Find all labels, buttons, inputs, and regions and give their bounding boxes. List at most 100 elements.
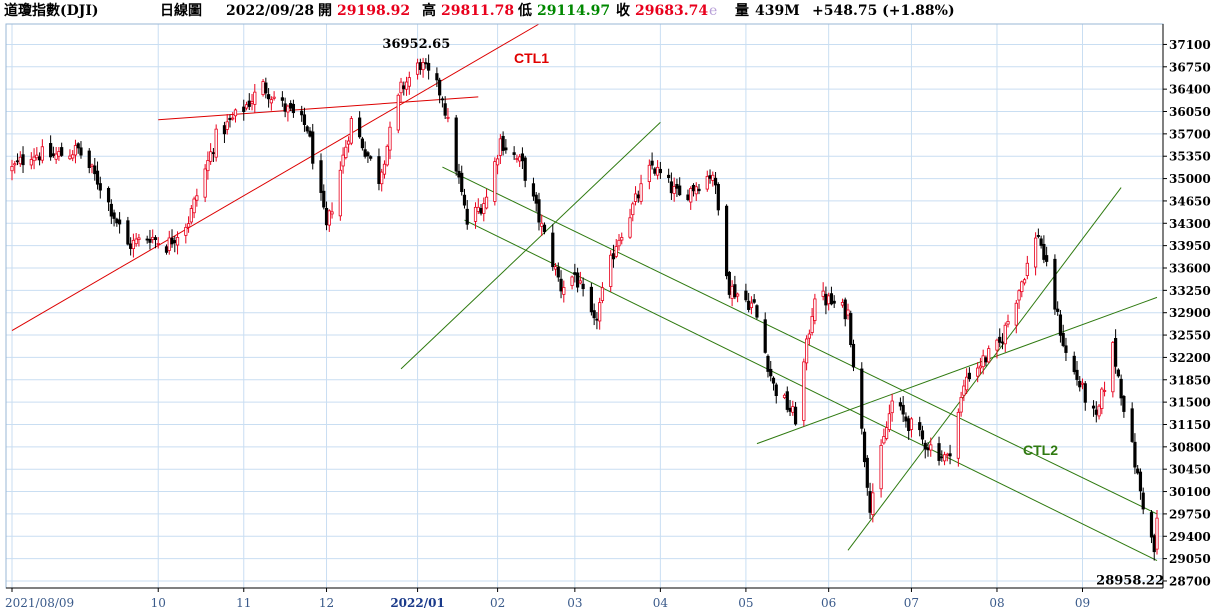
high-label: 高 [422, 3, 436, 19]
candle-body [1078, 380, 1082, 388]
candle-body [454, 117, 458, 172]
candle-body [824, 293, 828, 306]
close-estimate-mark: e [709, 3, 718, 19]
candle-body [1133, 441, 1137, 468]
x-tick-label: 08 [989, 596, 1004, 610]
candle-body [93, 165, 97, 175]
candle-body [805, 338, 809, 364]
candle-body [222, 125, 227, 135]
candle-body [344, 146, 348, 159]
candle-body [573, 272, 577, 275]
candle-body [860, 368, 864, 429]
candle-body [631, 203, 635, 216]
candle-body [609, 254, 613, 287]
candle-body [771, 377, 776, 384]
y-tick-label: 35000 [1169, 172, 1211, 186]
quote-header: 道瓊指數(DJI) 日線圖 2022/09/28 開 29198.92 高 29… [0, 0, 1227, 22]
candle-body [868, 491, 872, 513]
candle-body [755, 305, 759, 318]
candle-body [209, 151, 213, 162]
candle-body [54, 153, 58, 160]
candle-body [1119, 378, 1123, 399]
candle-body [1114, 338, 1118, 367]
candle-body [1034, 237, 1038, 268]
axis-layer: 37100 36750 36400 36050 35700 35350 35000 34650… [5, 23, 1211, 610]
candle-body [382, 163, 387, 175]
y-tick-label: 33600 [1169, 261, 1211, 275]
candle-body [904, 416, 908, 422]
candle-body [21, 154, 25, 166]
candle-body [920, 430, 925, 440]
candle-body [827, 295, 831, 305]
candle-body [399, 81, 403, 94]
candle-body [592, 310, 596, 319]
candle-body [112, 212, 116, 219]
candle-body [551, 232, 555, 268]
candle-body [465, 208, 469, 225]
candle-body [598, 302, 602, 322]
high-price-label: 36952.65 [382, 37, 450, 52]
candle-body [349, 118, 353, 144]
low-value: 29114.97 [537, 3, 611, 19]
y-tick-label: 30100 [1169, 485, 1211, 499]
candle-body [1045, 255, 1049, 262]
chart-background [0, 22, 1227, 612]
y-tick-label: 32550 [1169, 329, 1211, 343]
candle-body [79, 147, 83, 156]
candle-body [727, 271, 731, 295]
candle-body [446, 116, 450, 119]
candle-body [948, 453, 952, 457]
candle-body [1014, 302, 1018, 326]
candle-body [167, 237, 171, 251]
candle-body [724, 205, 729, 277]
candle-body [686, 194, 690, 201]
candle-body [1053, 258, 1057, 310]
candle-body [965, 376, 969, 391]
candle-body [945, 453, 949, 456]
candle-body [385, 145, 389, 166]
candle-body [832, 300, 836, 304]
candle-body [440, 98, 445, 101]
candle-body [404, 81, 409, 90]
candle-body [242, 106, 246, 112]
candle-body [418, 62, 422, 70]
candle-body [291, 103, 296, 114]
candle-body [708, 175, 712, 179]
candle-body [1022, 279, 1027, 284]
candle-body [929, 444, 933, 451]
candle-body [473, 206, 478, 222]
candle-body [225, 121, 229, 130]
candle-body [300, 110, 304, 116]
trendline-ctl1 [11, 23, 540, 332]
close-label: 收 [616, 3, 630, 19]
candle-body [515, 158, 519, 160]
candle-body [347, 140, 351, 145]
candle-body [87, 150, 91, 168]
candle-body [1111, 342, 1115, 393]
candle-body [51, 153, 55, 157]
y-tick-label: 29750 [1169, 507, 1211, 521]
candle-body [164, 246, 169, 253]
candle-body [76, 143, 80, 149]
candle-body [1102, 390, 1107, 392]
candle-body [244, 104, 249, 109]
candle-body [1122, 395, 1126, 412]
y-tick-label: 34650 [1169, 194, 1211, 208]
open-label: 開 [318, 3, 332, 19]
candle-body [937, 443, 941, 461]
candle-body [460, 172, 464, 192]
candle-body [134, 238, 138, 245]
candle-body [807, 333, 811, 339]
candle-body [109, 203, 113, 217]
candle-body [148, 238, 152, 243]
candle-body [716, 183, 720, 211]
volume-label: 量 [735, 3, 749, 19]
candle-body [851, 343, 856, 368]
candle-body [131, 239, 135, 250]
candle-body [736, 293, 740, 297]
candle-body [813, 298, 817, 321]
candle-body [247, 100, 251, 107]
candle-body [60, 147, 64, 156]
candle-body [211, 152, 216, 155]
candle-body [1064, 345, 1068, 353]
